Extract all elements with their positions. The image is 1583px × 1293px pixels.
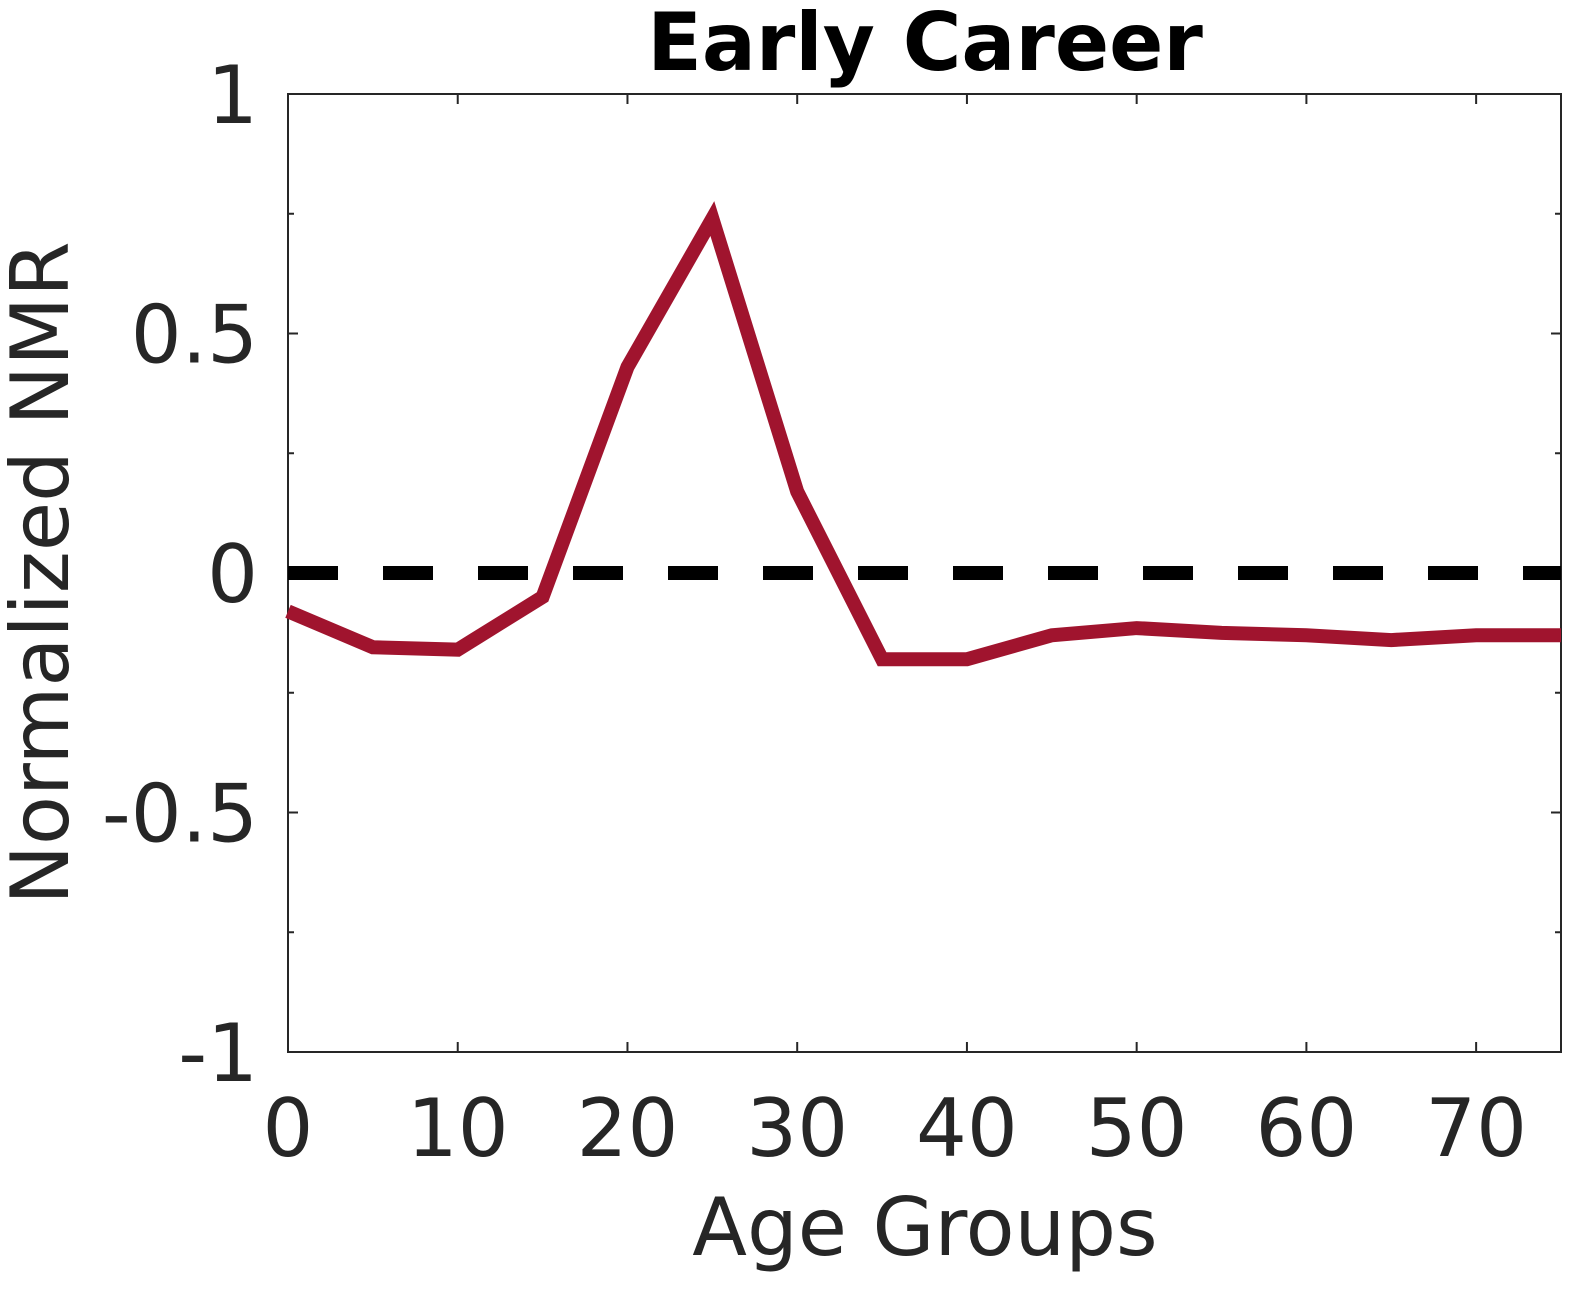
- y-tick-label: 0.5: [131, 289, 258, 382]
- y-tick-label: -1: [178, 1007, 258, 1100]
- x-tick-label: 20: [577, 1082, 679, 1175]
- series-line: [285, 201, 1561, 667]
- x-tick-label: 10: [407, 1082, 509, 1175]
- y-tick-label: 1: [207, 49, 258, 142]
- y-tick-label: -0.5: [102, 768, 258, 861]
- y-tick-label: 0: [207, 528, 258, 621]
- x-tick-label: 30: [746, 1082, 848, 1175]
- x-tick-label: 60: [1256, 1082, 1358, 1175]
- y-axis-label: Normalized NMR: [0, 241, 87, 905]
- x-tick-label: 70: [1425, 1082, 1527, 1175]
- chart-title: Early Career: [647, 0, 1203, 89]
- x-tick-label: 40: [916, 1082, 1018, 1175]
- tick-labels: 0 10 20 30 40 50 60 70 -1 -0.5 0 0.5 1: [102, 49, 1527, 1175]
- x-axis-label: Age Groups: [692, 1181, 1157, 1274]
- series-layer: [285, 201, 1561, 667]
- x-tick-label: 50: [1086, 1082, 1188, 1175]
- x-tick-label: 0: [263, 1082, 314, 1175]
